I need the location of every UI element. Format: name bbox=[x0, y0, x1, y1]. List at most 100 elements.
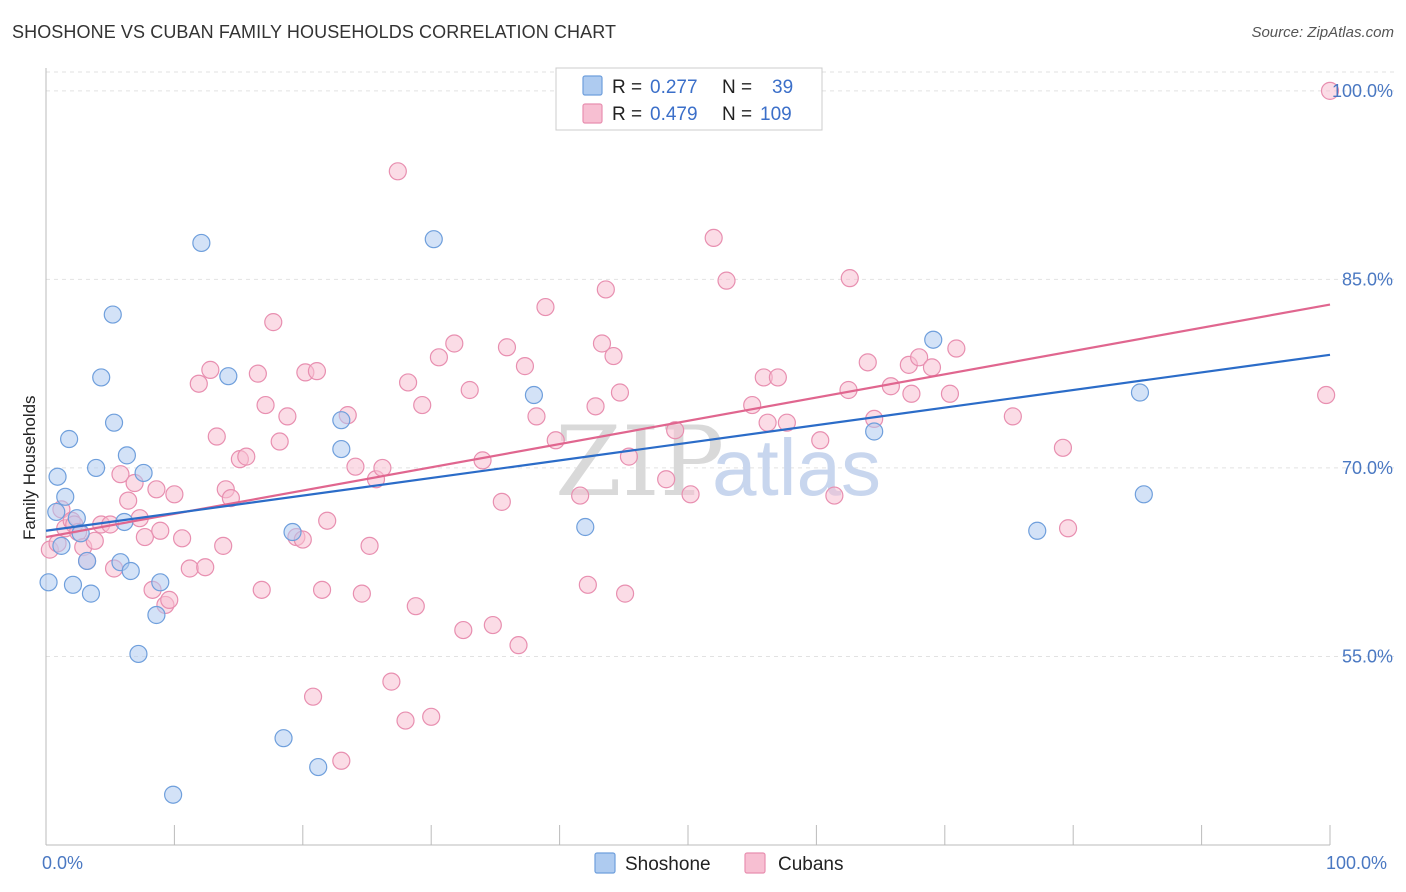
cubans-point bbox=[422, 707, 441, 726]
legend-r-label-cubans: R = bbox=[612, 104, 642, 125]
cubans-point bbox=[758, 413, 777, 432]
cubans-point bbox=[373, 458, 392, 478]
cubans-point bbox=[947, 339, 966, 358]
shoshone-point bbox=[332, 439, 351, 459]
cubans-point bbox=[527, 407, 546, 426]
cubans-point bbox=[704, 228, 723, 248]
x-tick-label-min: 0.0% bbox=[42, 853, 83, 873]
cubans-point bbox=[592, 334, 612, 353]
cubans-point bbox=[307, 362, 327, 381]
cubans-point bbox=[571, 486, 590, 505]
cubans-point bbox=[360, 536, 379, 555]
bottom-legend-label-cubans: Cubans bbox=[778, 854, 844, 875]
cubans-point bbox=[346, 457, 365, 476]
shoshone-point bbox=[77, 551, 97, 571]
shoshone-point bbox=[60, 429, 79, 449]
cubans-point bbox=[1317, 385, 1336, 405]
cubans-point bbox=[483, 615, 502, 635]
cubans-point bbox=[388, 162, 407, 181]
cubans-point bbox=[196, 558, 215, 577]
cubans-point bbox=[666, 421, 685, 440]
legend-n-value-shoshone: 39 bbox=[772, 77, 793, 98]
cubans-point bbox=[332, 751, 351, 770]
cubans-point bbox=[189, 374, 208, 393]
shoshone-point bbox=[67, 509, 86, 528]
cubans-point bbox=[303, 687, 323, 706]
cubans-point bbox=[382, 672, 401, 691]
cubans-point bbox=[119, 491, 138, 510]
shoshone-point bbox=[86, 458, 106, 478]
shoshone-point bbox=[103, 305, 122, 324]
legend-n-label-shoshone: N = bbox=[722, 77, 752, 98]
cubans-point bbox=[406, 597, 425, 616]
y-tick-label: 55.0% bbox=[1342, 646, 1393, 666]
cubans-point bbox=[413, 395, 432, 415]
source-label: Source: ZipAtlas.com bbox=[1251, 24, 1394, 41]
shoshone-point bbox=[134, 463, 153, 483]
bottom-legend-swatch-cubans bbox=[744, 852, 766, 874]
bottom-legend: Shoshone Cubans bbox=[594, 852, 844, 875]
cubans-point bbox=[604, 346, 623, 366]
shoshone-point bbox=[164, 785, 183, 804]
cubans-point bbox=[1003, 407, 1022, 426]
cubans-point bbox=[1053, 438, 1073, 457]
shoshone-point bbox=[151, 573, 170, 592]
shoshone-point bbox=[81, 584, 101, 603]
cubans-point bbox=[278, 407, 297, 426]
cubans-point bbox=[473, 451, 492, 470]
cubans-point bbox=[811, 431, 830, 450]
cubans-point bbox=[497, 338, 517, 357]
cubans-points bbox=[40, 81, 1340, 770]
cubans-point bbox=[492, 492, 511, 511]
shoshone-point bbox=[865, 422, 884, 441]
x-tick-label-max: 100.0% bbox=[1326, 853, 1387, 873]
cubans-point bbox=[596, 280, 615, 299]
cubans-point bbox=[264, 313, 283, 332]
shoshone-point bbox=[52, 536, 71, 555]
cubans-point bbox=[318, 511, 337, 530]
y-axis-label: Family Households bbox=[20, 395, 39, 540]
cubans-point bbox=[256, 395, 275, 415]
shoshone-point bbox=[1130, 383, 1150, 402]
legend-n-value-cubans: 109 bbox=[760, 104, 792, 125]
shoshone-point bbox=[48, 467, 67, 486]
cubans-point bbox=[201, 360, 220, 379]
cubans-point bbox=[717, 271, 736, 290]
cubans-point bbox=[173, 529, 192, 548]
cubans-trend-line bbox=[45, 303, 1331, 539]
shoshone-point bbox=[576, 517, 595, 537]
shoshone-point bbox=[219, 367, 238, 386]
cubans-point bbox=[940, 384, 960, 403]
y-tick-labels: 55.0% 70.0% 85.0% 100.0% bbox=[1332, 81, 1393, 667]
cubans-point bbox=[922, 358, 942, 377]
cubans-point bbox=[615, 584, 635, 603]
shoshone-points bbox=[39, 230, 1153, 804]
cubans-point bbox=[214, 536, 233, 555]
legend-swatch-shoshone bbox=[582, 75, 603, 96]
cubans-point bbox=[825, 486, 844, 505]
cubans-point bbox=[147, 480, 166, 499]
shoshone-point bbox=[1134, 485, 1153, 504]
cubans-point bbox=[681, 485, 700, 504]
cubans-point bbox=[445, 334, 464, 353]
shoshone-point bbox=[104, 413, 124, 432]
bottom-legend-label-shoshone: Shoshone bbox=[625, 854, 711, 875]
grid-lines bbox=[46, 71, 1394, 657]
cubans-point bbox=[454, 620, 473, 640]
cubans-point bbox=[165, 485, 184, 504]
cubans-point bbox=[180, 559, 199, 578]
cubans-point bbox=[460, 380, 479, 400]
chart-title: SHOSHONE VS CUBAN FAMILY HOUSEHOLDS CORR… bbox=[12, 22, 617, 42]
axes bbox=[45, 68, 1331, 846]
cubans-point bbox=[237, 447, 256, 466]
shoshone-point bbox=[117, 446, 136, 465]
shoshone-trend-line bbox=[45, 353, 1331, 532]
shoshone-point bbox=[121, 561, 140, 581]
y-tick-label: 100.0% bbox=[1332, 81, 1393, 101]
shoshone-point bbox=[129, 644, 148, 664]
cubans-point bbox=[248, 364, 267, 383]
cubans-point bbox=[768, 368, 787, 387]
cubans-point bbox=[509, 636, 528, 655]
cubans-point bbox=[160, 590, 179, 610]
